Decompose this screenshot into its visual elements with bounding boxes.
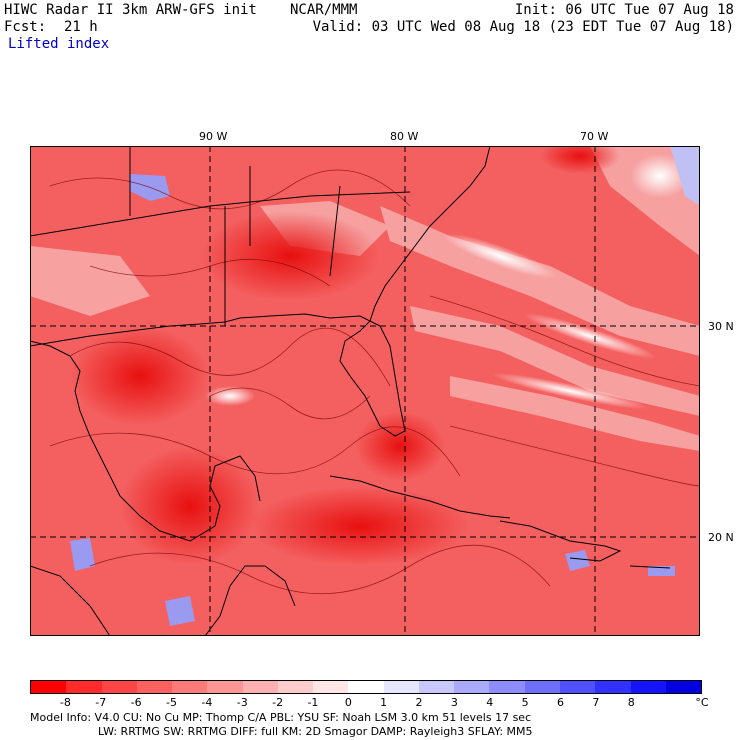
colorbar-tick-label: 2 <box>415 696 423 709</box>
colorbar-tick-label: -2 <box>272 696 284 709</box>
colorbar-cell <box>418 681 455 693</box>
map-frame <box>30 146 700 636</box>
colorbar-tick-label: 3 <box>450 696 458 709</box>
colorbar-cell <box>595 681 631 693</box>
colorbar-tick-label: -8 <box>59 696 71 709</box>
colorbar-tick-label: 4 <box>486 696 494 709</box>
valid-time: Valid: 03 UTC Wed 08 Aug 18 (23 EDT Tue … <box>312 19 734 35</box>
colorbar-cell <box>524 681 560 693</box>
colorbar-tick-label: -7 <box>95 696 107 709</box>
colorbar-unit: °C <box>695 696 709 709</box>
colorbar-cell <box>559 681 596 693</box>
colorbar-tick-label: 5 <box>521 696 529 709</box>
lifted-index-map <box>30 146 700 636</box>
colorbar-tick-label: -4 <box>201 696 213 709</box>
fcst-label: Fcst: <box>4 19 47 35</box>
colorbar-cell <box>242 681 278 693</box>
colorbar-tick-label: 1 <box>380 696 388 709</box>
colorbar <box>30 680 702 694</box>
colorbar-tick-label: 7 <box>592 696 600 709</box>
colorbar-cell <box>136 681 173 693</box>
lat-label-30n: 30 N <box>708 320 734 333</box>
colorbar-cell <box>348 681 384 693</box>
neutral-regions <box>205 154 690 409</box>
colorbar-tick-label: -5 <box>165 696 177 709</box>
strong-instability-regions <box>70 146 620 566</box>
field-name: Lifted index <box>8 36 110 52</box>
colorbar-tick-label: -3 <box>236 696 248 709</box>
colorbar-tick-label: -6 <box>130 696 142 709</box>
colorbar-cell <box>207 681 243 693</box>
lon-label-70w: 70 W <box>580 130 609 143</box>
colorbar-cell <box>665 681 702 693</box>
colorbar-cell <box>630 681 666 693</box>
colorbar-cell <box>66 681 102 693</box>
lat-label-20n: 20 N <box>708 531 734 544</box>
colorbar-cell <box>313 681 349 693</box>
model-info-line2: LW: RRTMG SW: RRTMG DIFF: full KM: 2D Sm… <box>98 725 533 738</box>
stable-regions <box>70 146 700 626</box>
init-time: Init: 06 UTC Tue 07 Aug 18 <box>514 2 734 18</box>
lon-label-90w: 90 W <box>199 130 228 143</box>
colorbar-tick-label: 8 <box>627 696 635 709</box>
colorbar-tick-label: 0 <box>344 696 352 709</box>
colorbar-cell <box>31 681 67 693</box>
colorbar-cell <box>454 681 490 693</box>
colorbar-tick-label: 6 <box>557 696 565 709</box>
org-label: NCAR/MMM <box>290 2 358 18</box>
lon-label-80w: 80 W <box>390 130 419 143</box>
fcst-value: 21 h <box>64 19 98 35</box>
colorbar-cell <box>383 681 419 693</box>
coastlines <box>30 146 671 636</box>
model-info-line1: Model Info: V4.0 CU: No Cu MP: Thomp C/A… <box>30 711 532 724</box>
graticule <box>30 146 700 636</box>
colorbar-tick-label: -1 <box>307 696 319 709</box>
colorbar-cell <box>277 681 314 693</box>
colorbar-cell <box>101 681 137 693</box>
colorbar-cell <box>172 681 208 693</box>
contour-lines <box>49 169 700 595</box>
model-title: HIWC Radar II 3km ARW-GFS init <box>4 2 257 18</box>
colorbar-cell <box>489 681 525 693</box>
